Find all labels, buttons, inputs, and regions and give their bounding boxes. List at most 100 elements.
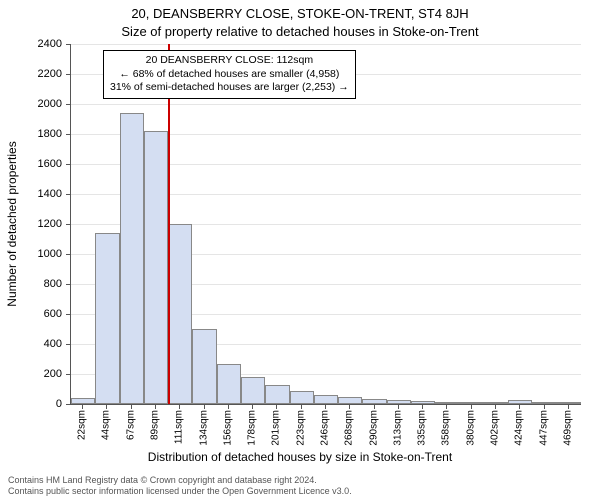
y-tick-label: 0 <box>0 398 62 410</box>
annotation-box: 20 DEANSBERRY CLOSE: 112sqm ← 68% of det… <box>103 50 356 99</box>
y-tick-mark <box>66 194 71 195</box>
x-tick-mark <box>252 404 253 409</box>
x-tick-label: 380sqm <box>465 410 476 446</box>
histogram-bar <box>411 401 435 404</box>
x-tick-mark <box>519 404 520 409</box>
y-tick-mark <box>66 134 71 135</box>
histogram-bar <box>532 402 556 404</box>
histogram-bar <box>192 329 216 404</box>
x-tick-label: 335sqm <box>417 410 428 446</box>
y-tick-label: 1600 <box>0 158 62 170</box>
x-tick-mark <box>82 404 83 409</box>
histogram-bar <box>314 395 338 404</box>
x-tick-mark <box>155 404 156 409</box>
x-tick-label: 44sqm <box>101 410 112 440</box>
histogram-bar <box>387 400 411 404</box>
x-tick-mark <box>495 404 496 409</box>
y-tick-label: 1400 <box>0 188 62 200</box>
plot-area: 20 DEANSBERRY CLOSE: 112sqm ← 68% of det… <box>70 44 581 405</box>
annotation-line1: 20 DEANSBERRY CLOSE: 112sqm <box>110 54 349 68</box>
y-tick-label: 2200 <box>0 68 62 80</box>
chart-title-line1: 20, DEANSBERRY CLOSE, STOKE-ON-TRENT, ST… <box>0 6 600 21</box>
y-tick-label: 1800 <box>0 128 62 140</box>
x-tick-label: 111sqm <box>174 410 185 444</box>
y-tick-mark <box>66 224 71 225</box>
x-tick-label: 134sqm <box>198 410 209 446</box>
footer-text: Contains HM Land Registry data © Crown c… <box>8 475 352 496</box>
histogram-bar <box>144 131 168 404</box>
histogram-bar <box>120 113 144 404</box>
y-tick-label: 2000 <box>0 98 62 110</box>
x-tick-label: 469sqm <box>562 410 573 446</box>
x-tick-label: 201sqm <box>271 410 282 446</box>
footer-line2: Contains public sector information licen… <box>8 486 352 496</box>
x-tick-label: 402sqm <box>490 410 501 446</box>
histogram-bar <box>362 399 386 404</box>
x-tick-mark <box>276 404 277 409</box>
x-tick-label: 424sqm <box>514 410 525 446</box>
x-tick-mark <box>301 404 302 409</box>
y-tick-label: 400 <box>0 338 62 350</box>
x-tick-label: 22sqm <box>77 410 88 440</box>
y-tick-mark <box>66 344 71 345</box>
y-tick-mark <box>66 74 71 75</box>
x-tick-mark <box>228 404 229 409</box>
y-tick-mark <box>66 44 71 45</box>
histogram-bar <box>95 233 119 404</box>
x-tick-label: 313sqm <box>392 410 403 446</box>
histogram-bar <box>168 224 192 404</box>
x-tick-mark <box>204 404 205 409</box>
x-tick-mark <box>398 404 399 409</box>
x-tick-mark <box>568 404 569 409</box>
annotation-line2: ← 68% of detached houses are smaller (4,… <box>110 68 349 82</box>
histogram-bar <box>290 391 314 405</box>
histogram-bar <box>508 400 532 405</box>
x-tick-label: 290sqm <box>368 410 379 446</box>
x-tick-mark <box>422 404 423 409</box>
histogram-bar <box>265 385 289 405</box>
histogram-bar <box>338 397 362 405</box>
histogram-bar <box>460 402 484 404</box>
x-tick-mark <box>374 404 375 409</box>
x-tick-mark <box>131 404 132 409</box>
x-tick-mark <box>349 404 350 409</box>
x-tick-label: 447sqm <box>538 410 549 446</box>
x-tick-mark <box>471 404 472 409</box>
histogram-bar <box>435 402 459 404</box>
x-tick-label: 156sqm <box>222 410 233 446</box>
x-tick-mark <box>179 404 180 409</box>
x-tick-label: 358sqm <box>441 410 452 446</box>
chart-title-line2: Size of property relative to detached ho… <box>0 24 600 39</box>
x-tick-mark <box>544 404 545 409</box>
annotation-line3: 31% of semi-detached houses are larger (… <box>110 81 349 95</box>
footer-line1: Contains HM Land Registry data © Crown c… <box>8 475 352 485</box>
y-tick-mark <box>66 254 71 255</box>
x-tick-mark <box>106 404 107 409</box>
histogram-bar <box>557 402 581 404</box>
x-axis-label: Distribution of detached houses by size … <box>0 450 600 464</box>
y-tick-mark <box>66 374 71 375</box>
x-tick-label: 246sqm <box>320 410 331 446</box>
y-tick-mark <box>66 284 71 285</box>
y-tick-label: 1000 <box>0 248 62 260</box>
histogram-bar <box>241 377 265 404</box>
x-tick-label: 89sqm <box>150 410 161 440</box>
x-tick-label: 268sqm <box>344 410 355 446</box>
x-tick-label: 67sqm <box>125 410 136 440</box>
histogram-bar <box>217 364 241 405</box>
x-tick-label: 223sqm <box>295 410 306 446</box>
x-tick-label: 178sqm <box>247 410 258 446</box>
chart-container: 20, DEANSBERRY CLOSE, STOKE-ON-TRENT, ST… <box>0 0 600 500</box>
x-tick-mark <box>446 404 447 409</box>
histogram-bar <box>71 398 95 404</box>
y-tick-mark <box>66 314 71 315</box>
y-tick-label: 2400 <box>0 38 62 50</box>
y-tick-label: 200 <box>0 368 62 380</box>
y-tick-label: 600 <box>0 308 62 320</box>
y-tick-label: 800 <box>0 278 62 290</box>
y-tick-mark <box>66 404 71 405</box>
y-tick-mark <box>66 164 71 165</box>
y-tick-mark <box>66 104 71 105</box>
y-tick-label: 1200 <box>0 218 62 230</box>
x-tick-mark <box>325 404 326 409</box>
